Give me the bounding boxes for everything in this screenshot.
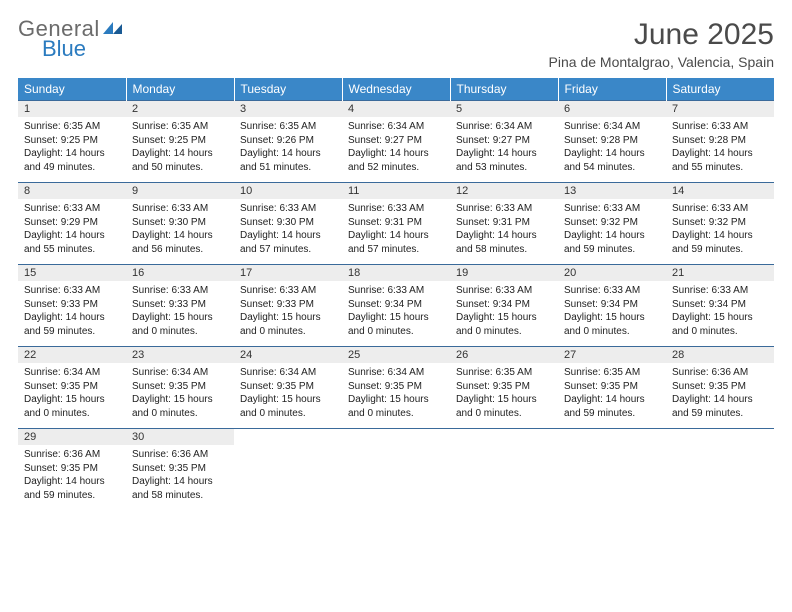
- logo: General Blue: [18, 18, 124, 60]
- day-number-cell: 21: [666, 265, 774, 282]
- day-content-row: Sunrise: 6:35 AMSunset: 9:25 PMDaylight:…: [18, 117, 774, 183]
- day-number-cell: 12: [450, 183, 558, 200]
- day-content-cell: [450, 445, 558, 510]
- day-content-cell: Sunrise: 6:34 AMSunset: 9:35 PMDaylight:…: [234, 363, 342, 429]
- weekday-header: Wednesday: [342, 78, 450, 101]
- day-number-row: 1234567: [18, 101, 774, 118]
- day-number-cell: 5: [450, 101, 558, 118]
- header: General Blue June 2025 Pina de Montalgra…: [18, 18, 774, 70]
- day-number-cell: 2: [126, 101, 234, 118]
- day-number-row: 2930: [18, 429, 774, 446]
- day-content-cell: Sunrise: 6:33 AMSunset: 9:33 PMDaylight:…: [234, 281, 342, 347]
- day-number-cell: 1: [18, 101, 126, 118]
- weekday-header: Sunday: [18, 78, 126, 101]
- day-number-cell: 27: [558, 347, 666, 364]
- day-number-cell: 7: [666, 101, 774, 118]
- day-content-cell: [342, 445, 450, 510]
- day-content-cell: Sunrise: 6:35 AMSunset: 9:26 PMDaylight:…: [234, 117, 342, 183]
- day-content-cell: Sunrise: 6:35 AMSunset: 9:25 PMDaylight:…: [18, 117, 126, 183]
- calendar-table: SundayMondayTuesdayWednesdayThursdayFrid…: [18, 78, 774, 510]
- day-number-cell: 13: [558, 183, 666, 200]
- day-content-cell: Sunrise: 6:33 AMSunset: 9:33 PMDaylight:…: [18, 281, 126, 347]
- day-content-cell: Sunrise: 6:33 AMSunset: 9:31 PMDaylight:…: [450, 199, 558, 265]
- day-number-cell: 26: [450, 347, 558, 364]
- logo-text: General Blue: [18, 18, 100, 60]
- day-content-cell: Sunrise: 6:36 AMSunset: 9:35 PMDaylight:…: [126, 445, 234, 510]
- day-number-cell: 4: [342, 101, 450, 118]
- day-content-cell: Sunrise: 6:35 AMSunset: 9:25 PMDaylight:…: [126, 117, 234, 183]
- weekday-header: Thursday: [450, 78, 558, 101]
- day-content-cell: Sunrise: 6:33 AMSunset: 9:32 PMDaylight:…: [558, 199, 666, 265]
- day-number-cell: 18: [342, 265, 450, 282]
- logo-line2: Blue: [42, 38, 124, 60]
- day-number-cell: 24: [234, 347, 342, 364]
- day-number-row: 15161718192021: [18, 265, 774, 282]
- day-content-cell: Sunrise: 6:33 AMSunset: 9:29 PMDaylight:…: [18, 199, 126, 265]
- day-number-cell: [558, 429, 666, 446]
- day-number-cell: 14: [666, 183, 774, 200]
- weekday-header: Friday: [558, 78, 666, 101]
- day-number-cell: 25: [342, 347, 450, 364]
- day-content-cell: Sunrise: 6:33 AMSunset: 9:34 PMDaylight:…: [342, 281, 450, 347]
- day-content-cell: Sunrise: 6:34 AMSunset: 9:28 PMDaylight:…: [558, 117, 666, 183]
- day-content-row: Sunrise: 6:33 AMSunset: 9:29 PMDaylight:…: [18, 199, 774, 265]
- day-content-cell: Sunrise: 6:33 AMSunset: 9:33 PMDaylight:…: [126, 281, 234, 347]
- weekday-header: Monday: [126, 78, 234, 101]
- day-number-cell: [450, 429, 558, 446]
- day-number-cell: 19: [450, 265, 558, 282]
- day-content-row: Sunrise: 6:34 AMSunset: 9:35 PMDaylight:…: [18, 363, 774, 429]
- day-number-cell: 23: [126, 347, 234, 364]
- day-content-cell: Sunrise: 6:35 AMSunset: 9:35 PMDaylight:…: [558, 363, 666, 429]
- day-content-cell: Sunrise: 6:33 AMSunset: 9:32 PMDaylight:…: [666, 199, 774, 265]
- day-number-cell: 22: [18, 347, 126, 364]
- day-content-cell: Sunrise: 6:36 AMSunset: 9:35 PMDaylight:…: [18, 445, 126, 510]
- location: Pina de Montalgrao, Valencia, Spain: [549, 54, 774, 70]
- day-number-cell: 8: [18, 183, 126, 200]
- day-number-cell: 6: [558, 101, 666, 118]
- day-number-cell: [342, 429, 450, 446]
- day-number-cell: 17: [234, 265, 342, 282]
- day-number-cell: 30: [126, 429, 234, 446]
- day-content-cell: [558, 445, 666, 510]
- day-content-cell: Sunrise: 6:33 AMSunset: 9:30 PMDaylight:…: [126, 199, 234, 265]
- day-number-cell: 16: [126, 265, 234, 282]
- day-content-cell: Sunrise: 6:36 AMSunset: 9:35 PMDaylight:…: [666, 363, 774, 429]
- day-number-cell: 15: [18, 265, 126, 282]
- day-content-cell: [666, 445, 774, 510]
- day-content-cell: Sunrise: 6:33 AMSunset: 9:34 PMDaylight:…: [666, 281, 774, 347]
- day-number-cell: 9: [126, 183, 234, 200]
- day-content-row: Sunrise: 6:33 AMSunset: 9:33 PMDaylight:…: [18, 281, 774, 347]
- day-content-cell: Sunrise: 6:34 AMSunset: 9:35 PMDaylight:…: [18, 363, 126, 429]
- month-title: June 2025: [549, 18, 774, 52]
- weekday-header: Tuesday: [234, 78, 342, 101]
- day-number-cell: 29: [18, 429, 126, 446]
- day-number-cell: 3: [234, 101, 342, 118]
- day-content-cell: Sunrise: 6:33 AMSunset: 9:31 PMDaylight:…: [342, 199, 450, 265]
- day-content-cell: Sunrise: 6:34 AMSunset: 9:27 PMDaylight:…: [342, 117, 450, 183]
- day-number-cell: 20: [558, 265, 666, 282]
- day-content-cell: Sunrise: 6:33 AMSunset: 9:34 PMDaylight:…: [450, 281, 558, 347]
- day-content-cell: Sunrise: 6:33 AMSunset: 9:30 PMDaylight:…: [234, 199, 342, 265]
- day-number-row: 891011121314: [18, 183, 774, 200]
- day-number-row: 22232425262728: [18, 347, 774, 364]
- weekday-header-row: SundayMondayTuesdayWednesdayThursdayFrid…: [18, 78, 774, 101]
- day-content-cell: Sunrise: 6:34 AMSunset: 9:35 PMDaylight:…: [126, 363, 234, 429]
- day-content-cell: Sunrise: 6:33 AMSunset: 9:28 PMDaylight:…: [666, 117, 774, 183]
- day-content-cell: Sunrise: 6:34 AMSunset: 9:35 PMDaylight:…: [342, 363, 450, 429]
- day-number-cell: 28: [666, 347, 774, 364]
- day-content-cell: [234, 445, 342, 510]
- day-content-cell: Sunrise: 6:33 AMSunset: 9:34 PMDaylight:…: [558, 281, 666, 347]
- day-number-cell: 11: [342, 183, 450, 200]
- title-block: June 2025 Pina de Montalgrao, Valencia, …: [549, 18, 774, 70]
- day-number-cell: [666, 429, 774, 446]
- weekday-header: Saturday: [666, 78, 774, 101]
- day-content-cell: Sunrise: 6:35 AMSunset: 9:35 PMDaylight:…: [450, 363, 558, 429]
- day-number-cell: 10: [234, 183, 342, 200]
- day-number-cell: [234, 429, 342, 446]
- day-content-row: Sunrise: 6:36 AMSunset: 9:35 PMDaylight:…: [18, 445, 774, 510]
- day-content-cell: Sunrise: 6:34 AMSunset: 9:27 PMDaylight:…: [450, 117, 558, 183]
- calendar-body: 1234567Sunrise: 6:35 AMSunset: 9:25 PMDa…: [18, 101, 774, 511]
